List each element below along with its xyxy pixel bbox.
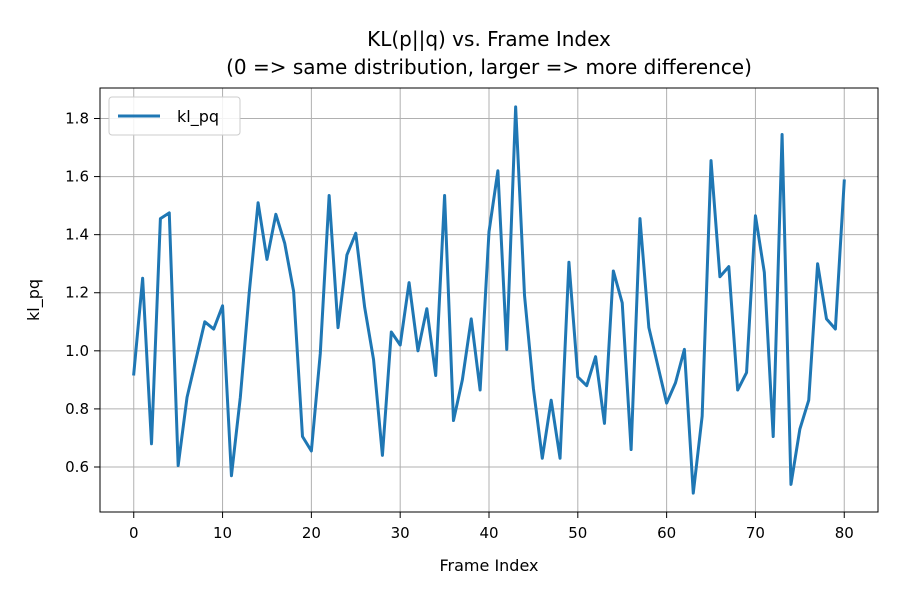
chart-title: KL(p||q) vs. Frame Index xyxy=(367,27,611,51)
y-axis-label: kl_pq xyxy=(24,279,44,321)
y-tick-label: 1.2 xyxy=(65,284,89,302)
x-tick-label: 0 xyxy=(129,524,139,542)
x-tick-label: 30 xyxy=(391,524,410,542)
x-tick-label: 50 xyxy=(568,524,587,542)
y-tick-label: 1.6 xyxy=(65,168,89,186)
legend: kl_pq xyxy=(108,96,241,136)
x-axis-label: Frame Index xyxy=(440,556,539,575)
y-tick-label: 1.0 xyxy=(65,342,89,360)
x-tick-label: 10 xyxy=(213,524,232,542)
legend-box xyxy=(108,96,241,136)
y-axis-ticks: 0.6 0.8 1.0 1.2 1.4 1.6 1.8 xyxy=(65,109,100,476)
legend-label-kl-pq: kl_pq xyxy=(177,107,219,127)
x-tick-label: 60 xyxy=(657,524,676,542)
x-axis-ticks: 0 10 20 30 40 50 60 70 80 xyxy=(129,512,854,542)
x-tick-label: 20 xyxy=(302,524,321,542)
x-tick-label: 40 xyxy=(479,524,498,542)
x-tick-label: 80 xyxy=(835,524,854,542)
chart-subtitle: (0 => same distribution, larger => more … xyxy=(226,55,752,79)
x-tick-label: 70 xyxy=(746,524,765,542)
y-tick-label: 0.8 xyxy=(65,400,89,418)
series-layer xyxy=(132,105,846,495)
y-tick-label: 1.8 xyxy=(65,109,89,127)
series-line-kl-pq xyxy=(132,105,846,495)
y-tick-label: 1.4 xyxy=(65,226,89,244)
grid-lines xyxy=(100,88,878,512)
y-tick-label: 0.6 xyxy=(65,458,89,476)
